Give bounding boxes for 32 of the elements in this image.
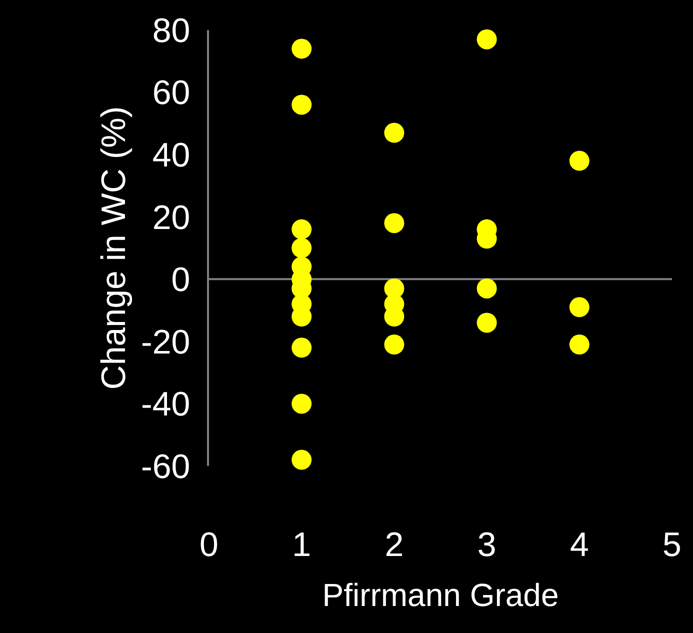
point — [292, 450, 312, 470]
y-tick-label: -60 — [141, 448, 190, 486]
point — [384, 334, 404, 355]
x-tick-label: 4 — [570, 526, 589, 564]
y-tick-label: 40 — [152, 136, 190, 174]
point — [292, 238, 312, 258]
point — [292, 38, 312, 59]
point — [384, 122, 404, 143]
point — [476, 312, 497, 333]
y-tick-label: 0 — [171, 261, 190, 300]
point — [292, 94, 312, 115]
y-tick-label: 60 — [152, 74, 190, 112]
point — [292, 338, 312, 358]
x-tick-label: 2 — [384, 526, 404, 564]
x-axis-title: Pfirrmann Grade — [322, 576, 559, 613]
point — [569, 297, 590, 318]
point — [569, 150, 590, 171]
y-tick-label: 80 — [152, 12, 190, 50]
x-tick-label: 5 — [662, 526, 682, 564]
point — [476, 278, 497, 298]
point — [292, 219, 312, 240]
y-axis-title: Change in WC (%) — [95, 106, 134, 390]
x-tick-label: 1 — [292, 526, 312, 564]
point — [384, 213, 404, 234]
x-tick-label: 0 — [200, 526, 218, 564]
point — [569, 334, 590, 355]
point — [292, 394, 312, 414]
point — [476, 29, 497, 50]
y-tick-label: -40 — [141, 386, 190, 424]
x-tick-label: 3 — [477, 526, 496, 564]
y-tick-label: -20 — [141, 323, 190, 362]
y-tick-label: 20 — [152, 198, 190, 237]
